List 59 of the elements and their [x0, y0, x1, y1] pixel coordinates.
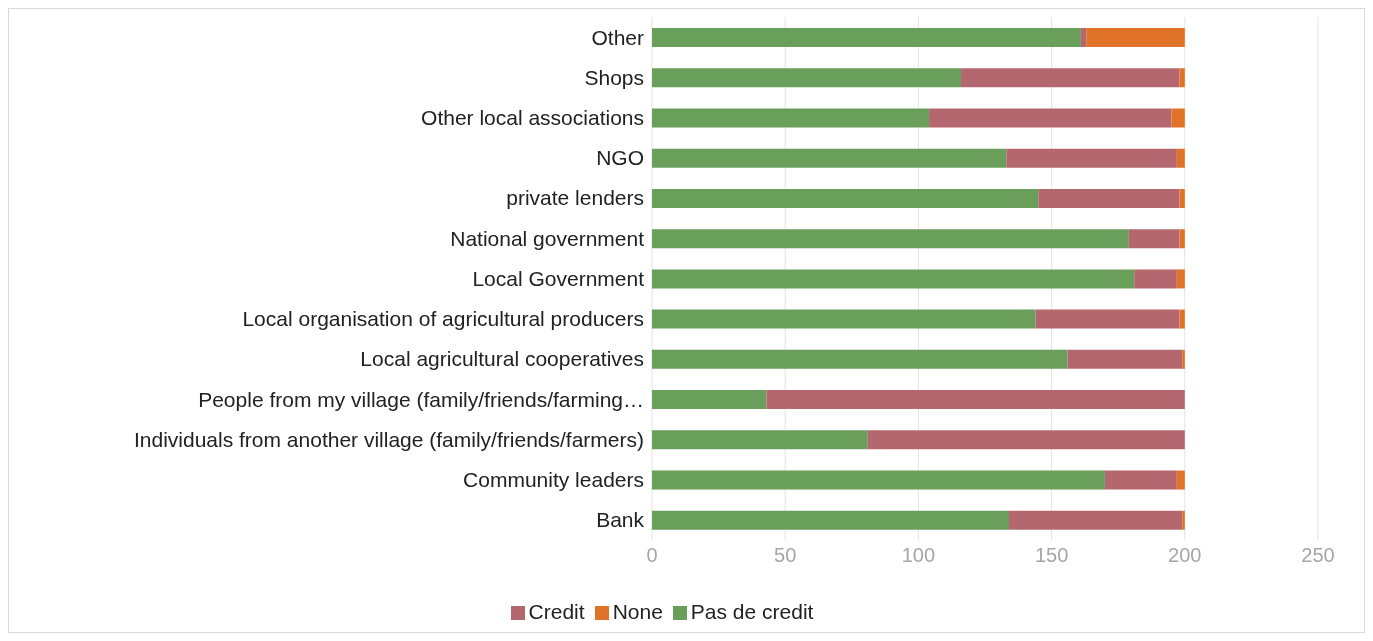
bar	[1067, 349, 1183, 369]
x-tick-label: 150	[1034, 544, 1069, 567]
y-tick-label: private lenders	[506, 186, 644, 210]
bar	[1128, 229, 1180, 249]
bar	[1179, 68, 1185, 88]
y-tick-label: NGO	[596, 146, 644, 170]
bar	[1176, 148, 1185, 168]
bar	[961, 68, 1180, 88]
bar	[652, 349, 1068, 369]
legend-label: Credit	[528, 600, 585, 623]
y-tick-label: Community leaders	[463, 468, 644, 492]
bar	[1179, 229, 1185, 249]
bar	[1086, 28, 1185, 47]
bar	[652, 28, 1081, 47]
bar	[1171, 108, 1185, 128]
x-tick-label: 250	[1301, 544, 1335, 567]
bar	[1176, 269, 1185, 289]
bar	[652, 470, 1105, 490]
bar	[1182, 349, 1185, 369]
y-tick-label: Local organisation of agricultural producers	[242, 307, 644, 331]
bar	[652, 269, 1135, 289]
y-tick-label: Local agricultural cooperatives	[360, 347, 644, 371]
y-tick-label: Shops	[584, 65, 644, 89]
y-tick-label: National government	[450, 226, 645, 250]
legend-label: Pas de credit	[690, 600, 814, 623]
bar	[766, 390, 1185, 410]
bar	[652, 390, 767, 410]
bar	[1134, 269, 1177, 289]
bar	[1104, 470, 1177, 490]
y-tick-label: Local Government	[472, 266, 645, 290]
x-tick-label: 100	[901, 544, 936, 567]
bar	[652, 148, 1007, 168]
bar	[1008, 510, 1183, 530]
bar	[867, 430, 1185, 450]
bar	[652, 309, 1036, 329]
y-tick-label: Other	[591, 25, 644, 49]
x-tick-label: 0	[646, 544, 658, 567]
bar	[652, 229, 1129, 249]
bar	[652, 108, 930, 128]
bar	[652, 510, 1009, 530]
bar	[1182, 510, 1185, 530]
bar	[652, 188, 1039, 208]
bar	[1179, 309, 1185, 329]
y-tick-label: Individuals from another village (family/friends/farmers)	[133, 427, 644, 451]
legend-label: None	[612, 600, 663, 623]
x-tick-label: 50	[774, 544, 797, 567]
bar	[1006, 148, 1177, 168]
y-tick-label: Other local associations	[421, 106, 644, 130]
bar	[1176, 470, 1185, 490]
y-tick-label: People from my village (family/friends/farming…	[198, 387, 644, 411]
bar	[1080, 28, 1087, 47]
bar	[1038, 188, 1180, 208]
y-tick-label: Bank	[596, 508, 645, 532]
bar	[1035, 309, 1180, 329]
bar	[1179, 188, 1185, 208]
bar	[929, 108, 1172, 128]
bar	[652, 68, 962, 88]
x-tick-label: 200	[1168, 544, 1202, 567]
bar	[652, 430, 868, 450]
